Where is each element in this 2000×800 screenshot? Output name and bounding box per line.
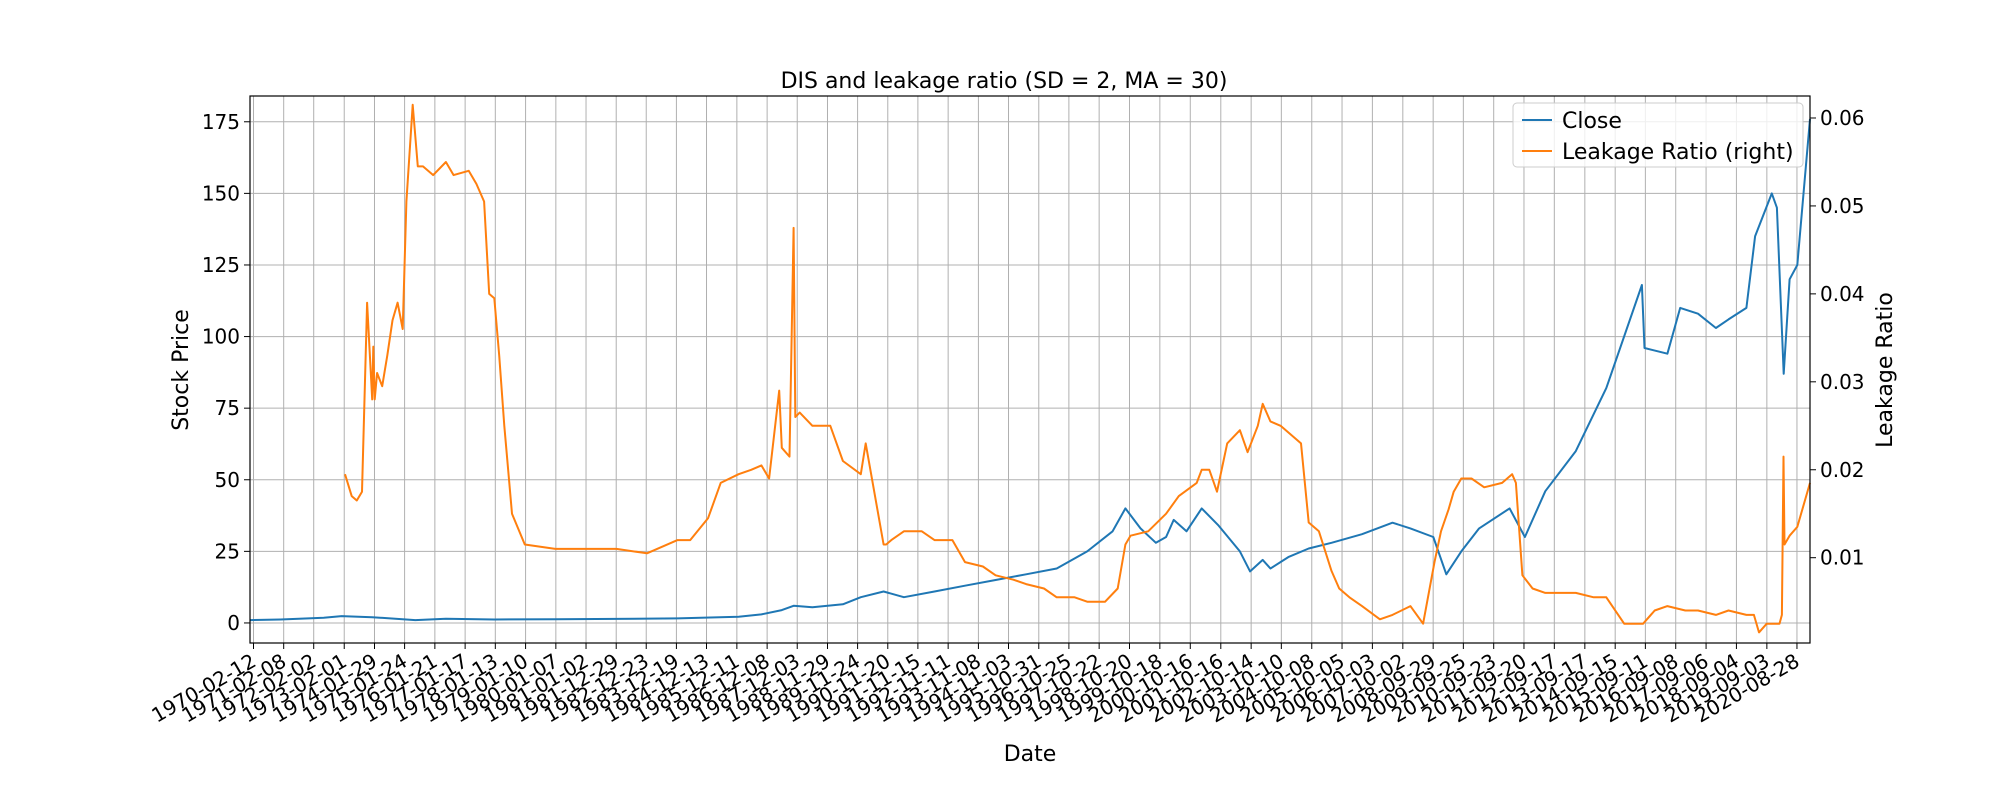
y-tick-label-left: 150 <box>202 181 240 205</box>
plot-frame <box>249 95 1811 644</box>
y-tick-label-left: 75 <box>215 396 240 420</box>
y-tick-label-left: 50 <box>215 468 240 492</box>
y-tick-label-left: 125 <box>202 253 240 277</box>
grid <box>250 96 1810 643</box>
y-tick-label-left: 0 <box>227 611 240 635</box>
y-tick-label-right: 0.05 <box>1820 194 1865 218</box>
y-tick-label-right: 0.03 <box>1820 370 1865 394</box>
y-tick-label-right: 0.02 <box>1820 458 1865 482</box>
y-axis-title-left: Stock Price <box>169 309 194 431</box>
y-tick-label-left: 100 <box>202 325 240 349</box>
y-tick-label-right: 0.06 <box>1820 106 1865 130</box>
chart-title: DIS and leakage ratio (SD = 2, MA = 30) <box>781 69 1228 94</box>
y-tick-label-left: 175 <box>202 110 240 134</box>
left-axis: 0 25 50 75 100 125 150 175 <box>202 110 250 635</box>
x-axis-title: Date <box>1004 742 1057 767</box>
legend-box <box>1512 102 1804 168</box>
close-price-line <box>249 118 1811 622</box>
y-tick-label-right: 0.04 <box>1820 282 1865 306</box>
y-tick-label-right: 0.01 <box>1820 546 1865 570</box>
legend-label-close: Close <box>1562 109 1622 134</box>
series-layer <box>249 103 1811 634</box>
leakage-ratio-line <box>344 103 1811 634</box>
y-axis-title-right: Leakage Ratio <box>1873 292 1898 448</box>
right-axis: 0.01 0.02 0.03 0.04 0.05 0.06 <box>1810 106 1865 570</box>
legend: Close Leakage Ratio (right) <box>1512 102 1804 168</box>
legend-label-leakage: Leakage Ratio (right) <box>1562 140 1794 165</box>
y-tick-label-left: 25 <box>215 539 240 563</box>
